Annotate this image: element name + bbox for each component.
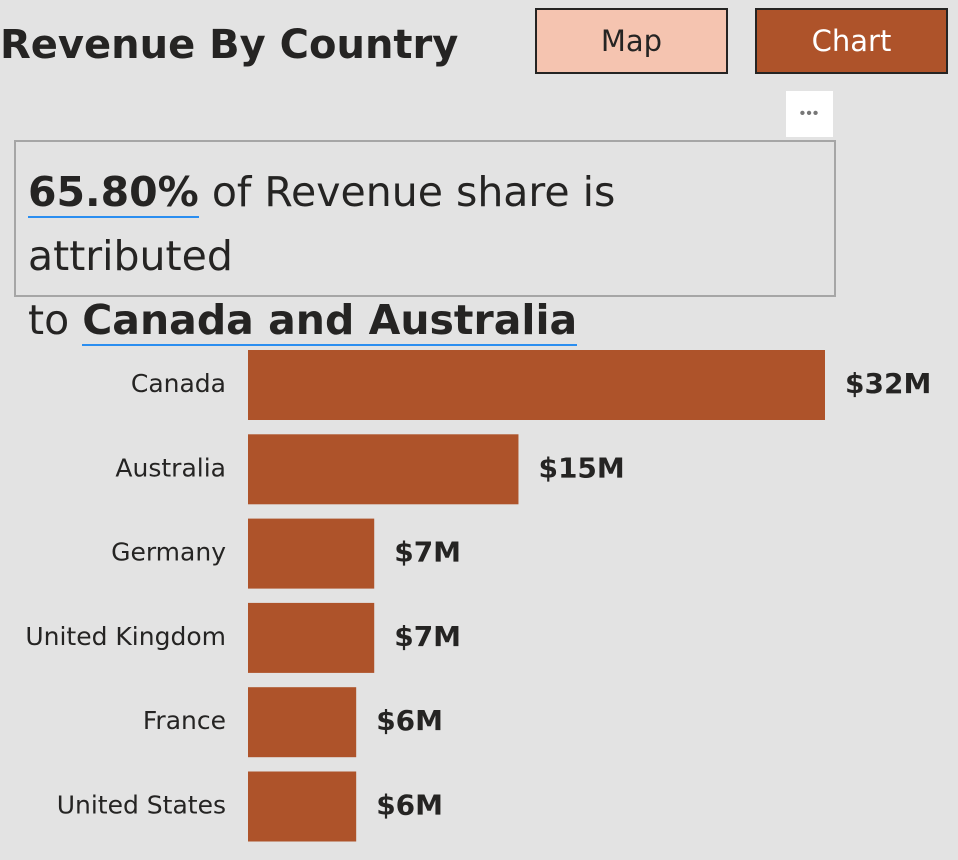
bar-chart-svg: Canada $32M Australia $15M Germany $7M United … bbox=[25, 350, 931, 842]
map-button[interactable]: Map bbox=[535, 8, 728, 74]
bar-canada[interactable] bbox=[248, 350, 825, 420]
bar-australia[interactable] bbox=[248, 434, 519, 505]
narrative-text-2: to bbox=[28, 296, 83, 344]
category-label-australia: Australia bbox=[115, 453, 226, 482]
category-label-canada: Canada bbox=[131, 369, 226, 398]
smart-narrative-card: 65.80% of Revenue share is attributed to … bbox=[14, 140, 836, 346]
category-label-united-kingdom: United Kingdom bbox=[25, 622, 226, 651]
more-options-button[interactable]: ••• bbox=[786, 91, 833, 137]
category-label-france: France bbox=[143, 706, 226, 735]
revenue-share-percent[interactable]: 65.80% bbox=[28, 168, 199, 218]
data-label-canada: $32M bbox=[845, 367, 931, 400]
bar-germany[interactable] bbox=[248, 518, 375, 589]
narrative-text-1: of Revenue share is attributed bbox=[28, 168, 616, 280]
data-label-australia: $15M bbox=[538, 451, 624, 484]
bar-france[interactable] bbox=[248, 687, 357, 758]
bar-united-states[interactable] bbox=[248, 771, 357, 842]
category-label-germany: Germany bbox=[111, 538, 226, 567]
chart-button[interactable]: Chart bbox=[755, 8, 948, 74]
top-countries-highlight[interactable]: Canada and Australia bbox=[82, 296, 578, 346]
revenue-bar-chart: Canada $32M Australia $15M Germany $7M United … bbox=[0, 340, 958, 860]
more-options-icon: ••• bbox=[799, 105, 820, 122]
bar-united-kingdom[interactable] bbox=[248, 602, 375, 673]
data-label-france: $6M bbox=[376, 704, 443, 737]
data-label-germany: $7M bbox=[394, 536, 461, 569]
category-label-united-states: United States bbox=[57, 791, 226, 820]
data-label-united-states: $6M bbox=[376, 789, 443, 822]
page-title: Revenue By Country bbox=[0, 22, 459, 68]
data-label-united-kingdom: $7M bbox=[394, 620, 461, 653]
